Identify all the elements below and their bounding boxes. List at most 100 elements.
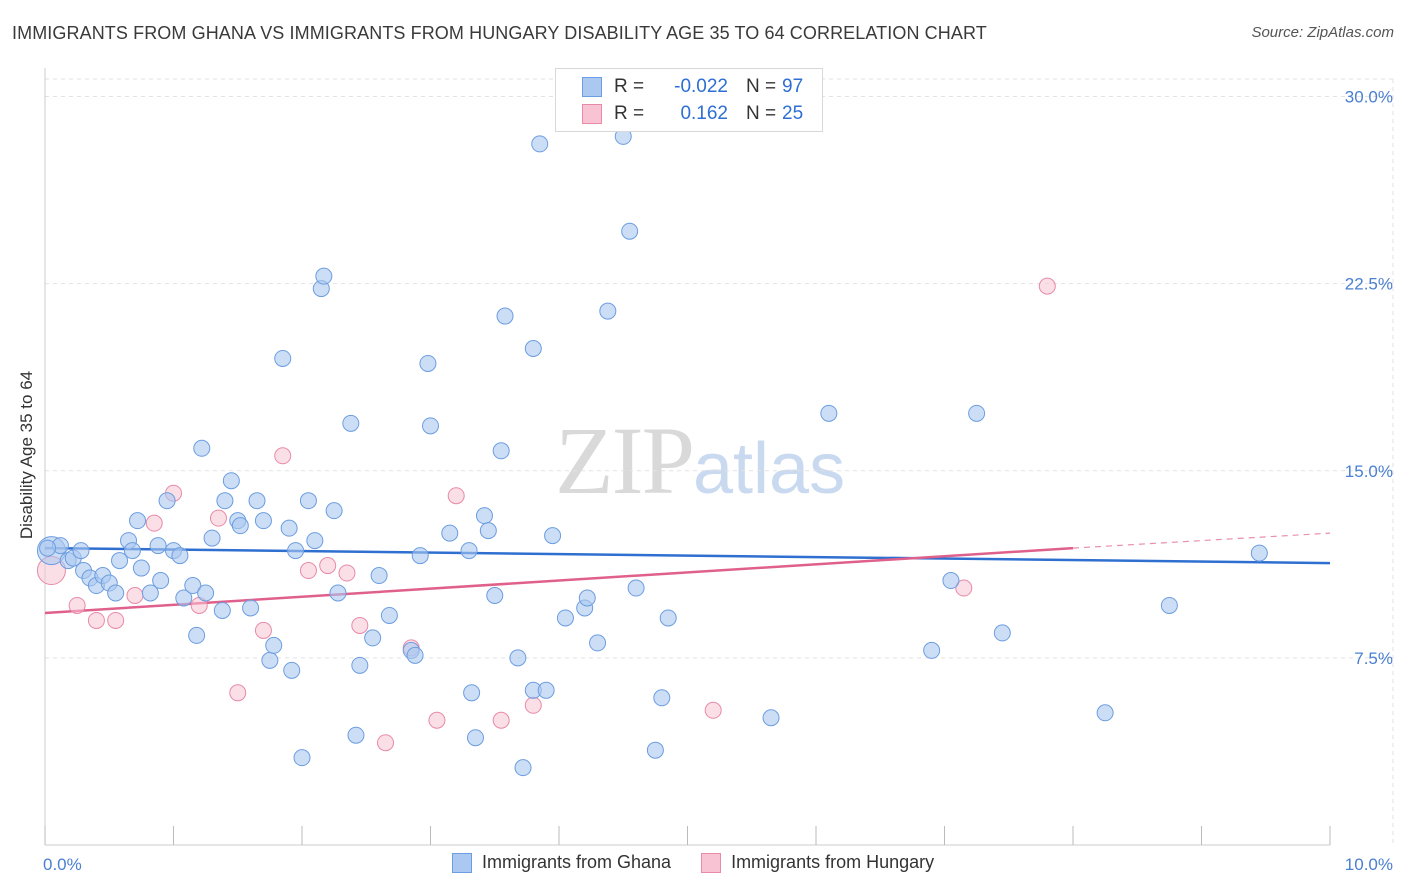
n-value: 97 [782, 76, 804, 97]
ghana-point [111, 552, 129, 570]
ghana-point [347, 726, 365, 744]
ghana-point [923, 641, 941, 659]
ghana-point [123, 542, 141, 560]
ghana-point [621, 222, 639, 240]
ghana-point [466, 729, 484, 747]
ghana-point [306, 532, 324, 550]
ghana-point [475, 507, 493, 525]
ghana-point [370, 567, 388, 585]
ghana-point [599, 302, 617, 320]
hungary-point [351, 616, 369, 634]
x-tick-label: 10.0% [1345, 855, 1393, 874]
hungary-trend-line [44, 546, 1074, 615]
ghana-point [509, 649, 527, 667]
hungary-point [299, 562, 317, 580]
ghana-trend-line [44, 546, 1331, 565]
ghana-point [242, 599, 260, 617]
ghana-point [274, 349, 292, 367]
ghana-point [342, 414, 360, 432]
ghana-point [537, 681, 555, 699]
ghana-point [261, 651, 279, 669]
ghana-point [486, 587, 504, 604]
ghana-point [524, 339, 542, 357]
ghana-point [171, 547, 189, 565]
ghana-point [351, 656, 369, 674]
legend-row-hungary: R = 0.162 N = 25 [582, 102, 803, 126]
ghana-swatch [582, 77, 602, 97]
ghana-point [627, 579, 645, 597]
ghana-point [968, 404, 986, 422]
x-tick-label: 0.0% [43, 855, 82, 874]
hungary-point [145, 514, 163, 532]
y-tick-label: 7.5% [1354, 649, 1393, 668]
hungary-point [87, 611, 105, 629]
n-label: N = [746, 103, 777, 124]
n-value: 25 [782, 103, 804, 124]
ghana-point [544, 527, 562, 545]
trend-lines [44, 532, 1331, 615]
ghana-point [406, 646, 424, 664]
r-label: R = [614, 76, 645, 97]
ghana-point [248, 492, 266, 510]
ghana-point [280, 519, 298, 537]
ghana-point [175, 589, 193, 607]
legend-label: Immigrants from Hungary [731, 852, 935, 872]
ghana-point [422, 417, 439, 435]
ghana-point [141, 584, 159, 602]
ghana-point [1160, 596, 1178, 614]
ghana-point [299, 492, 317, 510]
hungary-point [338, 564, 356, 582]
ghana-point [578, 589, 596, 607]
chart-title: IMMIGRANTS FROM GHANA VS IMMIGRANTS FROM… [12, 23, 987, 43]
ghana-point [993, 624, 1011, 642]
ghana-point [492, 442, 510, 460]
ghana-point [1096, 704, 1114, 722]
y-tick-label: 30.0% [1345, 88, 1393, 107]
ghana-point [129, 512, 147, 530]
ghana-point [39, 539, 57, 557]
hungary-point [209, 509, 227, 527]
ghana-point [283, 661, 301, 679]
hungary-point [377, 734, 395, 752]
ghana-point [479, 522, 497, 540]
hungary-point [428, 711, 446, 729]
ghana-point [231, 517, 249, 535]
hungary-point [955, 579, 973, 597]
hungary-point [704, 701, 722, 719]
hungary-trend-extension [1072, 532, 1331, 549]
ghana-point [222, 472, 240, 490]
ghana-point [659, 609, 677, 627]
ghana-point [293, 749, 311, 767]
ghana-point [531, 135, 549, 153]
legend-label: Immigrants from Ghana [482, 852, 672, 872]
ghana-point [203, 529, 221, 547]
ghana-point [653, 689, 671, 707]
hungary-point [254, 621, 272, 639]
tick-labels: 7.5% 15.0% 22.5% 30.0% 0.0% 10.0% [43, 88, 1393, 875]
hungary-point [1038, 277, 1056, 295]
ghana-point [589, 634, 607, 652]
r-value: -0.022 [674, 76, 728, 97]
hungary-point [447, 487, 465, 505]
legend-row-ghana: R = -0.022 N = 97 [582, 75, 803, 99]
ghana-point [158, 492, 176, 510]
hungary-point [68, 596, 86, 614]
ghana-point [496, 307, 514, 325]
watermark-zip: ZIP [555, 407, 695, 514]
ghana-point [149, 537, 167, 555]
data-points [36, 127, 1268, 777]
hungary-point [126, 587, 144, 604]
ghana-point [197, 584, 215, 602]
ghana-point [188, 626, 206, 644]
ghana-point [380, 606, 398, 624]
hungary-swatch [701, 852, 722, 873]
legend-item-ghana[interactable]: Immigrants from Ghana [452, 852, 671, 873]
y-tick-label: 15.0% [1345, 462, 1393, 481]
ghana-point [820, 404, 838, 422]
hungary-point [319, 557, 337, 575]
r-label: R = [614, 103, 645, 124]
watermark-atlas: atlas [693, 429, 846, 509]
legend-item-hungary[interactable]: Immigrants from Hungary [701, 852, 934, 873]
hungary-point [107, 611, 125, 629]
